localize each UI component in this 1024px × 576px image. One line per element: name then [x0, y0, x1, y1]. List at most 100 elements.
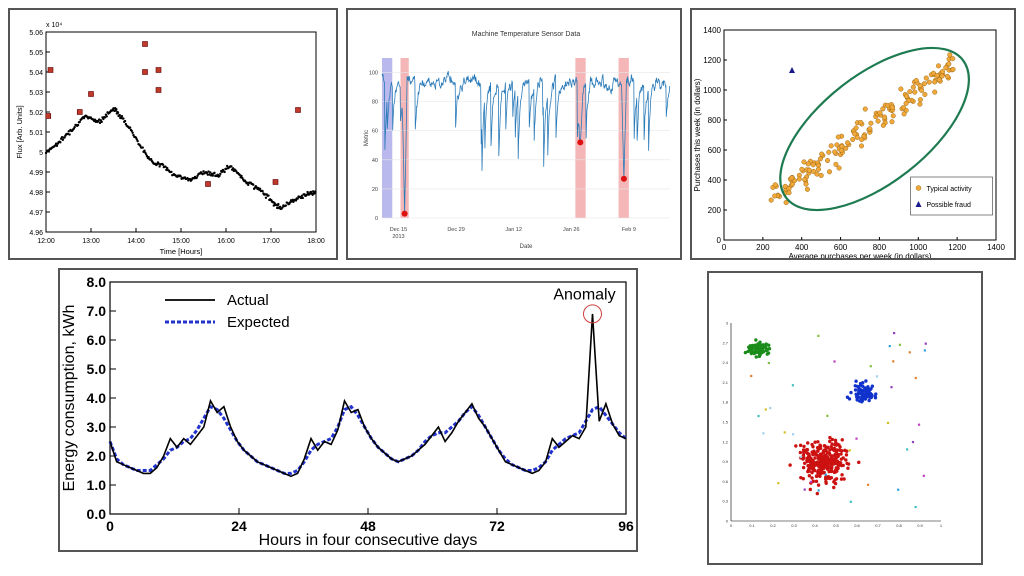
typical-point: [932, 89, 938, 95]
flux-point: [246, 181, 249, 185]
cluster-point: [857, 399, 862, 403]
cluster-point: [846, 462, 851, 466]
flux-point: [247, 183, 250, 187]
cluster-point: [822, 444, 827, 448]
typical-point: [935, 63, 941, 69]
outlier-point: [855, 437, 858, 440]
cluster-point: [807, 469, 811, 473]
y-tick-label: 2.0: [87, 448, 107, 464]
flux-point: [136, 139, 139, 143]
y-tick-label: 5.0: [87, 361, 107, 377]
outlier-point: [888, 345, 891, 348]
typical-point: [944, 73, 950, 79]
cluster-point: [752, 350, 757, 355]
flux-point: [55, 144, 59, 148]
training-band: [382, 58, 393, 218]
cluster-point: [788, 463, 792, 467]
outlier-point: [898, 343, 901, 346]
y-tick-label: 3.0: [87, 419, 107, 435]
cluster-point: [813, 456, 817, 460]
flux-point: [205, 171, 209, 175]
cluster-point: [816, 448, 820, 453]
outlier-point: [155, 87, 162, 93]
y-tick-label: 4.98: [29, 190, 43, 197]
typical-point: [917, 101, 923, 107]
typical-point: [810, 162, 816, 168]
cluster-point: [753, 344, 758, 349]
cluster-point: [818, 443, 822, 447]
typical-point: [845, 140, 851, 146]
flux-point: [202, 170, 205, 173]
flux-point: [68, 133, 71, 136]
cluster-point: [757, 350, 761, 354]
outlier-point: [205, 181, 211, 187]
cluster-point: [833, 481, 838, 486]
x-tick-label: 15:00: [172, 238, 190, 245]
x-tick-label: 0: [722, 243, 727, 252]
y-tick-label: 0.6: [722, 479, 728, 484]
y-tick-label: 1.2: [722, 439, 728, 444]
outlier-point: [817, 334, 820, 337]
cluster-point: [806, 457, 810, 462]
cluster-point: [754, 338, 758, 342]
outlier-point: [783, 431, 786, 434]
legend-fraud-marker: [915, 201, 922, 207]
x-tick-label: 1000: [909, 243, 927, 252]
outlier-point: [295, 107, 301, 113]
flux-point: [59, 141, 62, 144]
flux-point: [145, 154, 149, 158]
clusters-chart: 0 0.3 0.6 0.9 1.2 1.5 1.8 2.1 2.4 2.7 3 0 0.1 0.2 0.3 0…: [722, 321, 942, 529]
x-tick-label: 600: [834, 243, 848, 252]
y-tick-label: 3: [726, 321, 729, 326]
typical-point: [825, 157, 831, 163]
cluster-point: [849, 390, 853, 395]
outlier-point: [886, 421, 890, 425]
legend-typical-label: Typical activity: [927, 186, 973, 193]
y-tick-label: 7.0: [87, 303, 107, 319]
x-axis-label: Average purchases per week (in dollars): [788, 252, 931, 258]
cluster-point: [869, 395, 873, 400]
outlier-point: [155, 67, 162, 73]
x-tick-label: 0.2: [770, 523, 776, 528]
typical-point: [786, 190, 792, 196]
flux-point: [263, 193, 267, 196]
typical-point: [836, 165, 842, 171]
cluster-point: [807, 474, 812, 478]
flux-point: [277, 202, 280, 206]
typical-point: [806, 167, 812, 173]
cluster-point: [870, 384, 875, 388]
typical-point: [862, 106, 868, 112]
typical-point: [789, 175, 795, 181]
typical-point: [950, 56, 956, 62]
chart-title: Machine Temperature Sensor Data: [472, 31, 581, 38]
cluster-point: [813, 440, 817, 444]
anomaly-point: [401, 210, 408, 217]
typical-point: [923, 75, 929, 81]
outlier-point: [911, 440, 915, 444]
flux-point: [294, 199, 298, 202]
flux-point: [299, 196, 303, 200]
cluster-point: [802, 461, 807, 466]
flux-point: [161, 163, 165, 166]
flux-point: [166, 166, 169, 170]
x-tick-label: 0.7: [875, 523, 881, 528]
flux-point: [240, 174, 243, 178]
outlier-point: [924, 342, 927, 345]
y-tick-label: 1200: [703, 56, 721, 65]
typical-point: [921, 81, 927, 87]
cluster-point: [832, 470, 837, 475]
cluster-point: [832, 447, 837, 451]
sensor-chart: Machine Temperature Sensor Data 0 20 40 60 80…: [364, 31, 671, 250]
cluster-point: [838, 445, 842, 449]
flux-point: [143, 149, 146, 152]
typical-point: [833, 161, 839, 167]
flux-point: [300, 194, 304, 198]
y-tick-label: 5.04: [29, 70, 43, 77]
outlier-point: [45, 113, 52, 119]
fraud-point: [789, 67, 795, 73]
typical-point: [930, 70, 936, 76]
outlier-point: [767, 361, 770, 365]
y-tick-label: 5.02: [29, 110, 43, 117]
cluster-point: [760, 346, 764, 350]
cluster-point: [834, 459, 838, 464]
